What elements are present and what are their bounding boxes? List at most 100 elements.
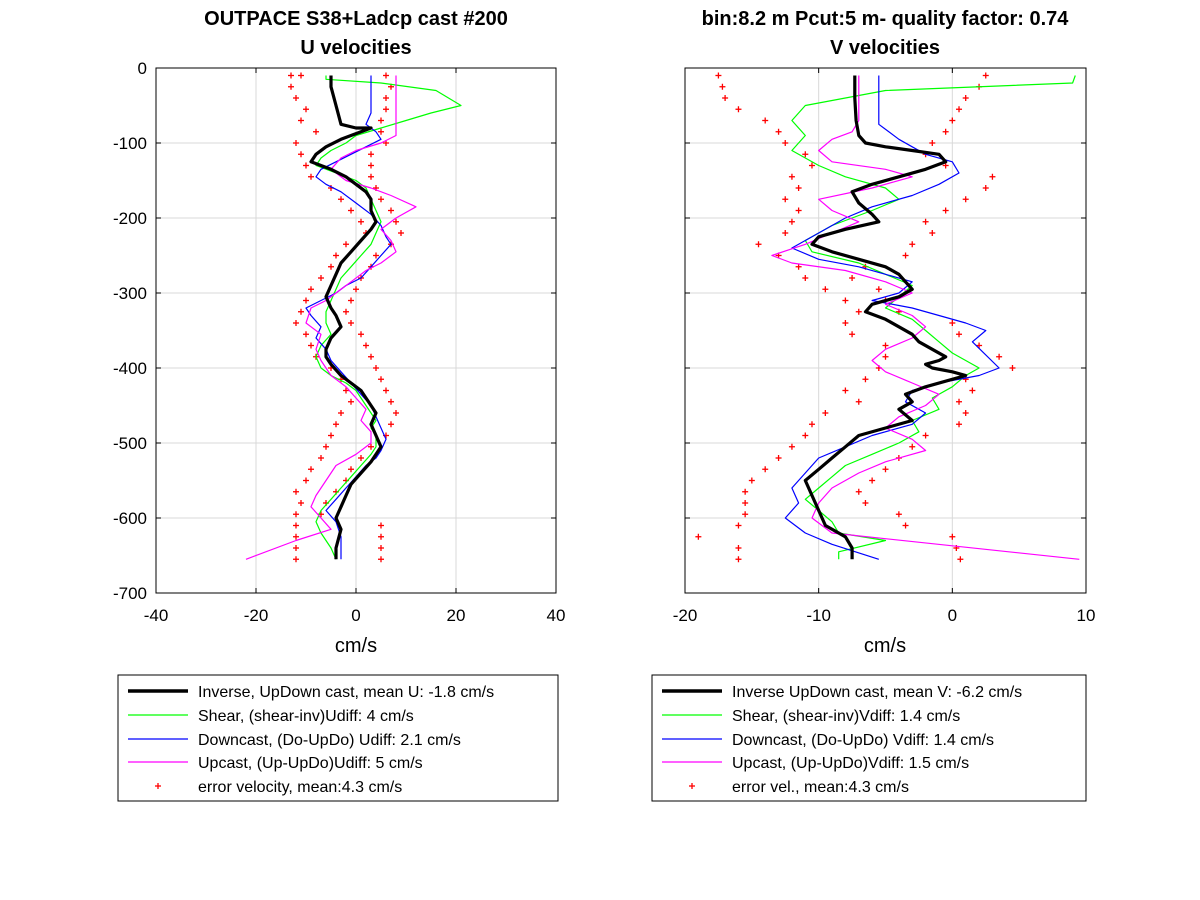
v-error-point: [929, 140, 936, 146]
u-velocity-panel: OUTPACE S38+Ladcp cast #200 U velocities…: [113, 8, 565, 802]
v-error-point: [882, 353, 889, 360]
v-error-point: [795, 263, 802, 270]
v-error-point: [929, 230, 936, 236]
v-error-point: [808, 162, 815, 169]
v-error-point: [722, 95, 729, 101]
u-y-tick-label: 0: [138, 59, 147, 78]
v-legend-marker-error: [689, 783, 695, 789]
v-error-point: [855, 488, 862, 495]
v-series-shear: [791, 75, 1076, 560]
v-error-point: [842, 320, 849, 326]
v-error-point: [902, 522, 909, 529]
v-error-point: [735, 106, 742, 113]
v-error-point: [902, 252, 909, 259]
v-error-point: [956, 398, 963, 405]
v-error-point: [762, 117, 769, 124]
u-y-tick-label: -700: [113, 584, 147, 603]
v-error-point: [742, 500, 749, 506]
v-error-point: [922, 432, 929, 439]
u-error-point: [298, 117, 304, 124]
u-y-tick-label: -600: [113, 509, 147, 528]
u-error-point: [293, 545, 299, 551]
u-error-point: [318, 275, 324, 281]
v-error-point: [755, 241, 762, 248]
u-error-point: [333, 252, 339, 259]
u-x-tick-label: -20: [244, 606, 269, 625]
u-error-point: [378, 117, 384, 124]
u-error-point: [348, 297, 354, 304]
u-error-point: [318, 455, 324, 461]
u-series-inverse: [309, 75, 383, 560]
u-error-point: [333, 421, 339, 428]
u-y-tick-label: -300: [113, 284, 147, 303]
u-error-point: [308, 173, 314, 180]
u-error-point: [393, 218, 399, 225]
v-error-point: [882, 342, 889, 349]
v-error-point: [762, 466, 769, 473]
v-error-point: [782, 230, 789, 236]
u-x-tick-label: 40: [547, 606, 566, 625]
v-error-point: [962, 196, 969, 203]
v-chart-title: bin:8.2 m Pcut:5 m- quality factor: 0.74: [702, 8, 1070, 30]
v-error-point: [719, 83, 726, 90]
v-error-point: [842, 387, 849, 394]
u-error-point: [368, 162, 374, 169]
v-error-point: [875, 286, 882, 293]
v-legend-box: [651, 674, 1087, 802]
v-error-point: [775, 128, 782, 135]
v-error-point: [982, 185, 989, 191]
u-error-point: [303, 162, 309, 169]
v-error-point: [788, 173, 795, 180]
u-error-point: [343, 387, 349, 394]
v-error-point: [802, 151, 809, 158]
v-error-point: [909, 443, 916, 450]
u-error-point: [388, 421, 394, 428]
u-error-point: [303, 331, 309, 338]
v-legend: Inverse UpDown cast, mean V: -6.2 cm/s S…: [651, 674, 1087, 802]
u-series-clip: [245, 72, 462, 563]
v-error-point: [949, 533, 956, 540]
v-error-point: [882, 466, 889, 473]
u-error-point: [303, 297, 309, 304]
u-error-point: [378, 376, 384, 383]
u-error-point: [298, 500, 304, 506]
u-series-upcast: [245, 75, 417, 560]
u-error-point: [353, 286, 359, 293]
v-error-point: [795, 207, 802, 214]
v-error-point: [849, 275, 856, 281]
v-error-point: [842, 297, 849, 304]
v-error-point: [775, 455, 782, 461]
u-y-tick-label: -400: [113, 359, 147, 378]
u-error-point: [323, 443, 329, 450]
v-error-point: [802, 432, 809, 439]
u-y-tick-label: -200: [113, 209, 147, 228]
v-error-point: [788, 218, 795, 225]
u-error-point: [378, 533, 384, 540]
u-error-point: [348, 320, 354, 326]
u-legend-label-shear: Shear, (shear-inv)Udiff: 4 cm/s: [198, 708, 414, 725]
u-error-point: [293, 533, 299, 540]
u-error-point: [388, 398, 394, 405]
v-error-point: [909, 241, 916, 248]
u-legend-label-downcast: Downcast, (Do-UpDo) Udiff: 2.1 cm/s: [198, 732, 461, 749]
u-error-point: [383, 72, 389, 79]
u-ticks: -40 -20 0 20 400-100-200-300-400-500-600-700: [113, 59, 565, 625]
u-error-point: [288, 83, 294, 90]
u-chart-title: OUTPACE S38+Ladcp cast #200: [204, 8, 508, 30]
v-error-point: [748, 477, 755, 484]
u-error-point: [348, 466, 354, 473]
u-legend-label-error: error velocity, mean:4.3 cm/s: [198, 779, 402, 796]
u-error-point: [298, 308, 304, 315]
v-ticks: -20 -10 0 10: [673, 67, 1095, 625]
u-y-tick-label: -100: [113, 134, 147, 153]
u-error-point: [313, 128, 319, 135]
v-plot-frame: [684, 67, 1087, 594]
v-legend-label-shear: Shear, (shear-inv)Vdiff: 1.4 cm/s: [732, 708, 960, 725]
v-error-point: [788, 443, 795, 450]
u-error-point: [358, 331, 364, 338]
u-legend-label-inverse: Inverse, UpDown cast, mean U: -1.8 cm/s: [198, 684, 494, 701]
v-error-point: [735, 545, 742, 551]
u-x-tick-label: -40: [144, 606, 169, 625]
u-error-point: [293, 556, 299, 563]
v-error-point: [862, 376, 869, 383]
